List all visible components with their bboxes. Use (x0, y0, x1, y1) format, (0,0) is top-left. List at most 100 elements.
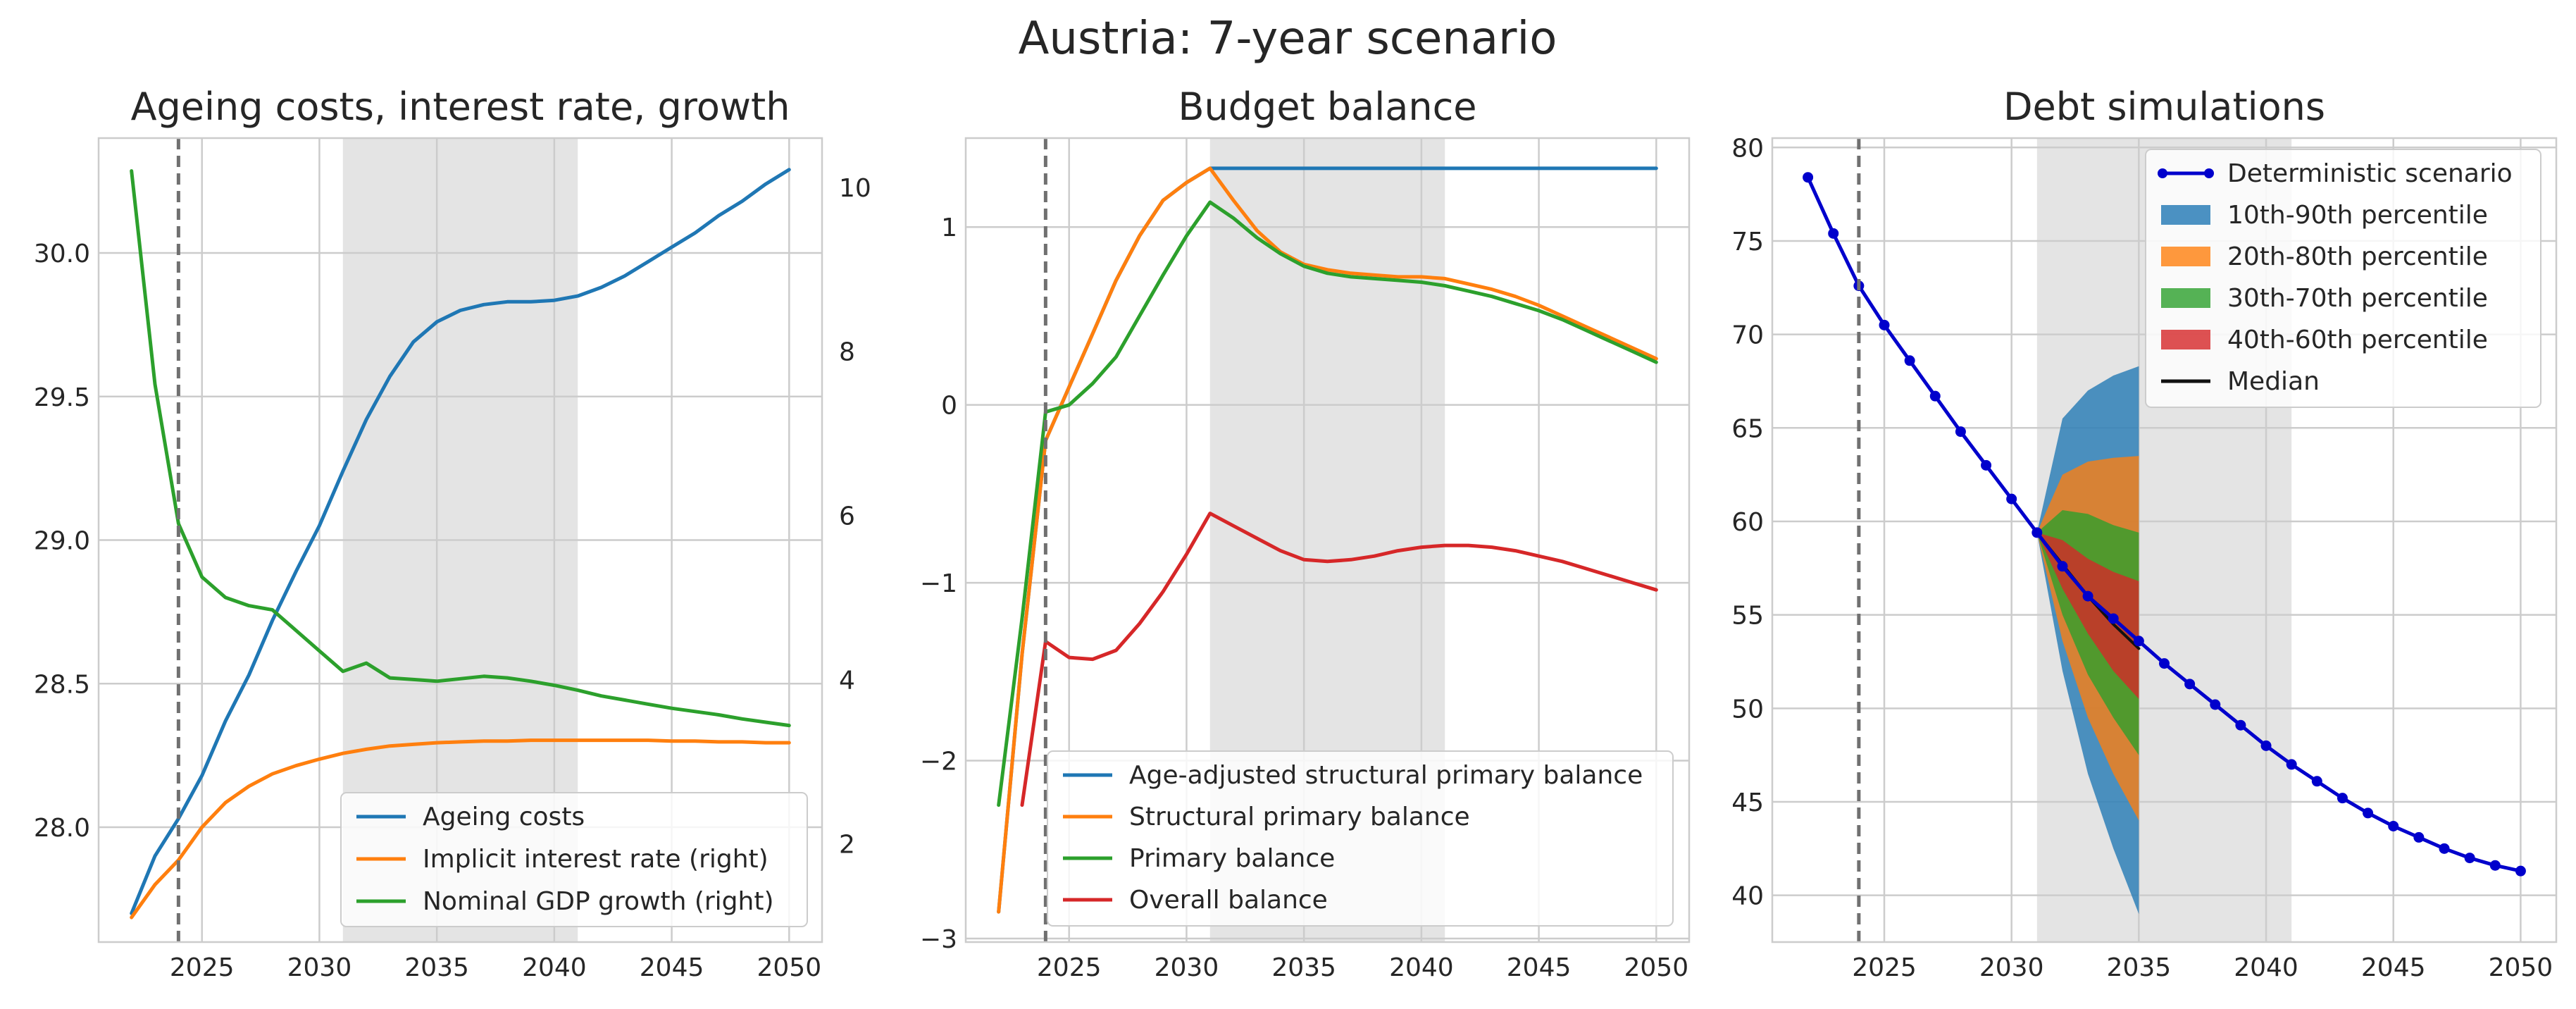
y-tick-label: 40 (1731, 882, 1764, 911)
legend-label: 30th-70th percentile (2227, 284, 2488, 313)
x-tick-label: 2045 (2361, 953, 2426, 982)
y-tick-label: 65 (1731, 414, 1764, 443)
y-tick-label: 28.0 (34, 814, 90, 843)
y-tick-label: 29.0 (34, 527, 90, 556)
legend-box (2145, 149, 2541, 408)
x-tick-label: 2035 (2107, 953, 2172, 982)
x-tick-label: 2035 (1271, 953, 1336, 982)
legend-label: 20th-80th percentile (2227, 242, 2488, 271)
x-tick-label: 2045 (640, 953, 704, 982)
y-tick-label: −3 (920, 925, 957, 954)
deterministic-point (2388, 820, 2399, 831)
y-tick-label: 30.0 (34, 240, 90, 268)
deterministic-point (2006, 493, 2017, 505)
legend-label: Implicit interest rate (right) (423, 845, 769, 874)
deterministic-point (2489, 860, 2501, 871)
y-tick-label: 50 (1731, 695, 1764, 724)
plot-frame (1771, 137, 2558, 943)
legend-swatch (2161, 288, 2210, 308)
legend: Deterministic scenario 10th-90th percenti… (2145, 149, 2541, 408)
legend: Ageing costs Implicit interest rate (righ… (340, 792, 808, 927)
x-tick-label: 2030 (1155, 953, 1219, 982)
chart-title: Ageing costs, interest rate, growth (131, 85, 790, 129)
deterministic-point (1904, 355, 1915, 366)
chart-budget-balance: 2025 2030 2035 2040 2045 2050 −3 −2 −1 0 1 Budget b… (920, 85, 1691, 982)
deterministic-point (2439, 843, 2450, 854)
series-line (997, 200, 1658, 807)
deterministic-point (2311, 776, 2322, 787)
deterministic-point (2133, 636, 2144, 647)
legend-label: Deterministic scenario (2227, 159, 2513, 188)
deterministic-point (2413, 831, 2425, 843)
y-tick-label: −1 (920, 569, 957, 598)
y2-tick-label: 6 (839, 502, 855, 531)
chart-title: Debt simulations (2003, 85, 2325, 129)
x-tick-label: 2035 (404, 953, 469, 982)
x-tick-label: 2040 (1389, 953, 1454, 982)
chart-title: Budget balance (1178, 85, 1477, 129)
legend-label: Nominal GDP growth (right) (423, 887, 774, 916)
deterministic-point (2159, 658, 2170, 669)
legend-label: Median (2227, 367, 2320, 396)
legend: Age-adjusted structural primary balance S… (1047, 750, 1674, 927)
y-tick-label: −2 (920, 748, 957, 776)
deterministic-point (2286, 759, 2297, 770)
legend-label: Structural primary balance (1129, 803, 1470, 831)
y-tick-label: 0 (941, 392, 957, 421)
figure-title: Austria: 7-year scenario (1019, 13, 1557, 65)
legend-swatch (2161, 247, 2210, 266)
y-tick-label: 29.5 (34, 383, 90, 412)
deterministic-point (2057, 561, 2068, 572)
plot-frame (97, 137, 823, 943)
legend-label: Age-adjusted structural primary balance (1129, 761, 1643, 790)
deterministic-point (2337, 793, 2348, 804)
legend-label: Primary balance (1129, 844, 1335, 873)
y-tick-label: 80 (1731, 134, 1764, 163)
x-tick-label: 2030 (287, 953, 352, 982)
plot-frame (964, 137, 1691, 943)
chart-debt-simulations: 2025 2030 2035 2040 2045 2050 40 45 50 55 60 65 70 75… (1731, 85, 2558, 982)
deterministic-point (2260, 740, 2272, 751)
legend-label: 10th-90th percentile (2227, 201, 2488, 230)
deterministic-point (2235, 719, 2246, 731)
y-tick-label: 55 (1731, 602, 1764, 631)
deterministic-point (2082, 590, 2093, 602)
series-line (997, 166, 1658, 914)
y2-tick-label: 10 (839, 174, 871, 203)
deterministic-point (1879, 319, 1890, 330)
deterministic-point (1828, 228, 1839, 239)
deterministic-point (1803, 172, 1814, 183)
legend-swatch (2161, 205, 2210, 225)
x-tick-label: 2025 (170, 953, 235, 982)
x-tick-label: 2025 (1852, 953, 1917, 982)
deterministic-point (1981, 459, 1992, 471)
x-tick-label: 2050 (1624, 953, 1689, 982)
chart-ageing-costs: 2025 2030 2035 2040 2045 2050 28.0 28.5 29.0 29.5… (34, 85, 871, 982)
x-tick-label: 2040 (2234, 953, 2298, 982)
x-tick-label: 2045 (1507, 953, 1572, 982)
series-line (130, 169, 791, 728)
deterministic-point (2108, 613, 2119, 624)
legend-box (340, 792, 808, 927)
y-tick-label: 75 (1731, 228, 1764, 256)
y-tick-label: 45 (1731, 788, 1764, 817)
y2-tick-label: 4 (839, 666, 855, 695)
x-tick-label: 2025 (1037, 953, 1102, 982)
y2-tick-label: 2 (839, 830, 855, 859)
series-line (130, 738, 791, 920)
legend-marker (2204, 168, 2214, 178)
x-tick-label: 2030 (1979, 953, 2044, 982)
deterministic-point (2210, 699, 2221, 710)
deterministic-point (2184, 679, 2196, 690)
legend-label: 40th-60th percentile (2227, 326, 2488, 354)
legend-swatch (2161, 330, 2210, 349)
legend-marker (2158, 168, 2167, 178)
x-tick-label: 2050 (757, 953, 822, 982)
percentile-band (2036, 532, 2139, 699)
deterministic-point (2464, 853, 2475, 864)
deterministic-point (1929, 390, 1941, 402)
y-tick-label: 28.5 (34, 670, 90, 699)
y-tick-label: 70 (1731, 321, 1764, 350)
x-tick-label: 2050 (2489, 953, 2553, 982)
